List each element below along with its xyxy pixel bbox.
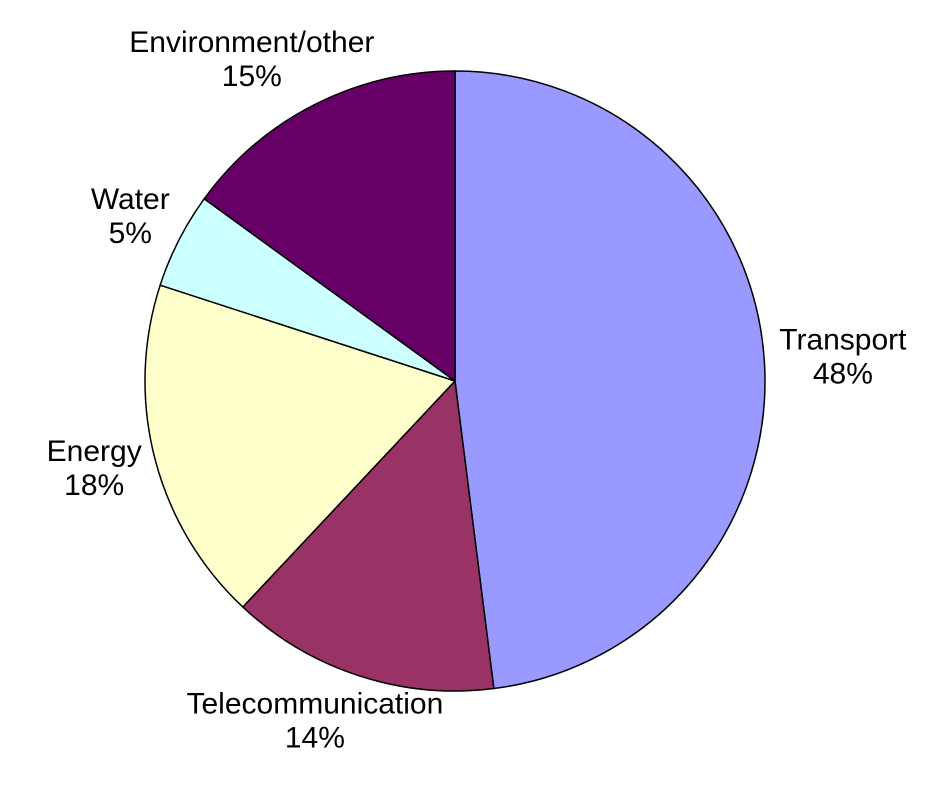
slice-value: 15% — [222, 60, 282, 93]
slice-name: Water — [91, 183, 170, 216]
slice-value: 5% — [109, 217, 152, 250]
slice-value: 18% — [64, 469, 124, 502]
slice-value: 48% — [813, 357, 873, 390]
slice-name: Transport — [779, 323, 907, 356]
slice-name: Energy — [47, 435, 142, 468]
slice-name: Telecommunication — [186, 687, 443, 720]
pie-slice — [241, 379, 495, 692]
pie-slice — [203, 70, 456, 383]
pie-slice — [454, 70, 766, 690]
slice-name: Environment/other — [129, 26, 374, 59]
pie-slice — [144, 284, 457, 609]
slice-value: 14% — [285, 721, 345, 754]
